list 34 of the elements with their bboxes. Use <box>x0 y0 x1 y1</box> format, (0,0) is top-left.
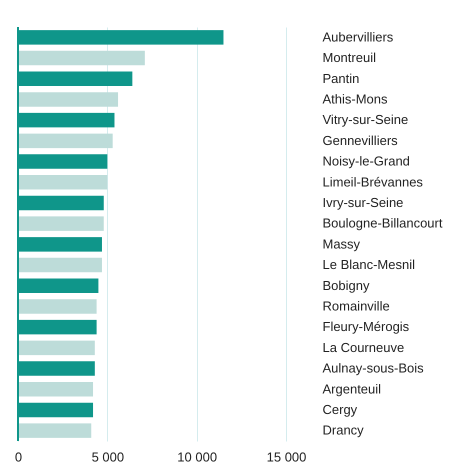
y-tick-label: Gennevilliers <box>322 132 398 148</box>
y-tick-label: Romainville <box>322 298 390 314</box>
y-tick-label: Boulogne-Billancourt <box>322 216 443 231</box>
y-tick-label: Noisy-le-Grand <box>322 154 410 169</box>
y-tick-label: Montreuil <box>322 50 376 66</box>
y-tick-label: Massy <box>322 236 361 252</box>
x-tick-label: 15 000 <box>266 450 306 464</box>
y-tick-label: Cergy <box>322 402 358 417</box>
bar <box>18 175 108 190</box>
bar <box>18 299 97 314</box>
bar <box>18 382 94 396</box>
y-tick-label: La Courneuve <box>322 340 404 355</box>
y-tick-label: Vitry-sur-Seine <box>322 112 408 128</box>
y-tick-label: Fleury-Mérogis <box>322 319 410 334</box>
y-tick-label: Drancy <box>322 422 364 438</box>
bar <box>18 258 102 272</box>
y-tick-label: Athis-Mons <box>322 91 388 106</box>
y-tick-label: Ivry-sur-Seine <box>322 194 404 210</box>
bar <box>18 134 113 148</box>
y-tick-label: Bobigny <box>322 278 370 293</box>
x-tick-label: 0 <box>14 450 22 464</box>
bar <box>18 216 104 231</box>
y-tick-label: Argenteuil <box>322 381 382 396</box>
bar <box>18 50 145 66</box>
y-tick-label: Aulnay-sous-Bois <box>322 360 424 376</box>
y-tick-label: Limeil-Brévannes <box>322 174 424 190</box>
bar <box>18 423 92 438</box>
bar <box>18 340 95 356</box>
x-tick-label: 10 000 <box>177 450 218 464</box>
y-tick-label: Pantin <box>322 70 360 86</box>
y-tick-label: Aubervilliers <box>322 29 394 44</box>
x-tick-label: 5 000 <box>92 450 124 464</box>
bar <box>18 92 118 107</box>
y-tick-label: Le Blanc-Mesnil <box>322 257 416 272</box>
